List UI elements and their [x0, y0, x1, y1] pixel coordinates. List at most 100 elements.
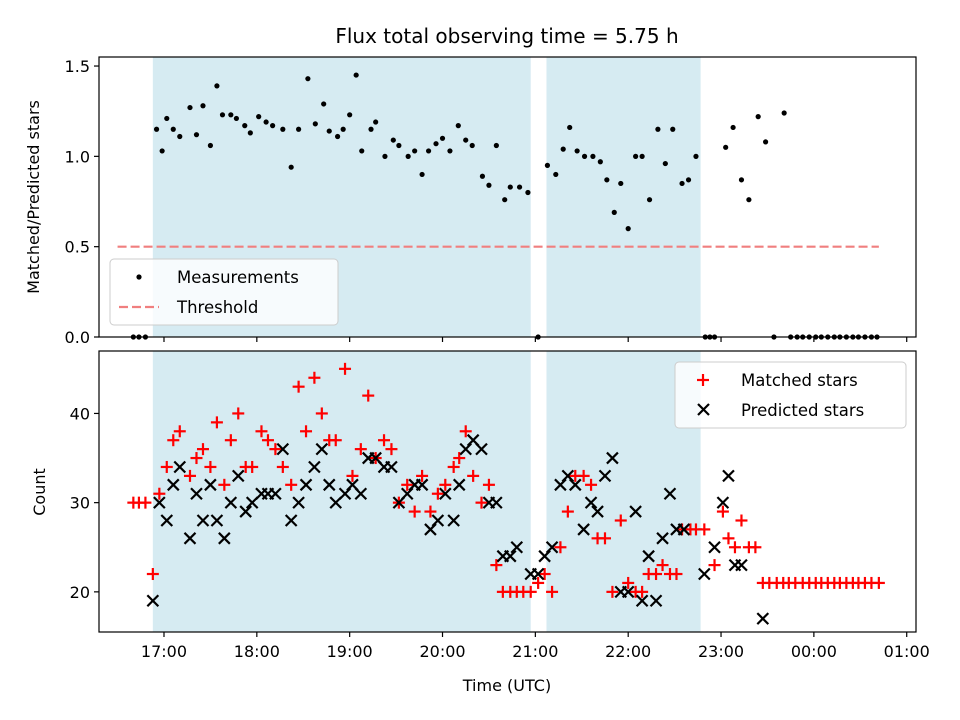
matched-point-22	[285, 478, 298, 491]
matched-point-81	[722, 532, 735, 545]
top-y-ticks: 0.0 0.5 1.0 1.5	[65, 57, 99, 347]
legend-threshold-label: Threshold	[176, 298, 258, 317]
predicted-point-24	[322, 478, 336, 492]
legend-predicted-label: Predicted stars	[741, 401, 864, 420]
predicted-point-75	[722, 469, 735, 483]
measurement-point-29	[340, 126, 346, 132]
legend-predicted-marker	[697, 403, 710, 416]
bottom-y-ticks: 20 30 40	[70, 404, 99, 602]
top-panel: 0.0 0.5 1.0 1.5 Matched/Predicted stars Mea…	[24, 56, 917, 347]
matched-point-42	[439, 478, 452, 491]
measurement-point-60	[574, 148, 580, 154]
measurement-point-52	[507, 184, 513, 190]
matched-point-9	[190, 452, 203, 465]
predicted-point-1	[153, 496, 166, 509]
predicted-point-10	[218, 532, 231, 545]
predicted-point-77	[735, 558, 748, 572]
matched-point-83	[735, 514, 748, 527]
matched-point-47	[475, 496, 488, 509]
predicted-point-28	[354, 487, 368, 501]
matched-point-104	[872, 576, 885, 589]
matched-point-78	[698, 523, 711, 536]
measurement-point-36	[390, 137, 396, 143]
bottom-ytick-label-2: 40	[70, 404, 90, 423]
top-legend: Measurements Threshold	[109, 258, 339, 326]
matched-point-48	[482, 478, 495, 491]
measurement-point-34	[373, 119, 379, 125]
matched-point-28	[329, 434, 342, 447]
measurement-point-76	[693, 153, 699, 159]
matched-point-18	[255, 425, 268, 438]
matched-point-4	[153, 487, 166, 500]
predicted-point-49	[510, 540, 524, 554]
bottom-xtick-label-4: 21:00	[512, 642, 558, 661]
predicted-point-36	[415, 478, 429, 492]
measurement-point-56	[544, 162, 551, 168]
predicted-point-0	[146, 594, 160, 608]
matched-point-85	[749, 541, 762, 554]
matched-point-45	[459, 425, 472, 438]
bottom-ytick-label-1: 30	[70, 494, 90, 513]
matched-point-37	[401, 478, 414, 491]
measurement-point-43	[439, 135, 446, 141]
measurement-point-17	[247, 130, 253, 136]
predicted-point-8	[204, 478, 217, 492]
matched-point-39	[416, 469, 429, 482]
predicted-point-78	[756, 612, 770, 625]
matched-point-32	[362, 389, 375, 402]
top-legend-box	[109, 258, 339, 326]
measurement-point-9	[193, 132, 200, 138]
matched-point-29	[339, 362, 352, 375]
legend-matched-label: Matched stars	[741, 371, 858, 390]
measurement-point-25	[312, 121, 318, 127]
predicted-point-6	[190, 487, 203, 501]
matched-point-13	[218, 478, 231, 491]
predicted-point-59	[591, 505, 604, 518]
matched-stars-points	[127, 362, 885, 598]
bottom-xtick-label-7: 00:00	[791, 642, 837, 661]
measurement-point-35	[382, 153, 388, 159]
matched-point-24	[300, 425, 313, 438]
matched-point-31	[354, 443, 367, 456]
measurement-point-73	[670, 126, 676, 132]
measurements-points	[130, 72, 880, 340]
measurement-point-57	[553, 171, 559, 178]
matched-point-5	[160, 460, 173, 473]
matched-point-54	[524, 585, 537, 598]
predicted-point-66	[642, 549, 655, 563]
predicted-stars-points	[146, 433, 770, 625]
matched-point-20	[269, 443, 282, 456]
measurement-point-39	[412, 148, 418, 154]
bottom-plot-frame	[98, 350, 917, 633]
predicted-point-72	[698, 567, 711, 581]
measurement-point-82	[738, 177, 745, 183]
predicted-point-2	[160, 514, 174, 527]
predicted-point-46	[490, 496, 503, 509]
bottom-xtick-label-5: 22:00	[605, 642, 651, 661]
measurement-point-11	[207, 142, 214, 149]
matched-point-74	[670, 568, 683, 581]
predicted-point-5	[183, 532, 197, 545]
measurement-point-64	[604, 177, 610, 183]
legend-matched-marker	[697, 374, 709, 386]
matched-point-59	[561, 505, 574, 518]
measurement-point-42	[433, 141, 439, 147]
matched-point-58	[554, 541, 567, 554]
predicted-point-44	[475, 442, 488, 456]
measurement-point-74	[679, 180, 685, 187]
predicted-point-18	[276, 442, 290, 456]
matched-point-3	[146, 568, 159, 581]
measurement-point-14	[228, 112, 234, 118]
measurement-point-15	[233, 115, 240, 122]
matched-point-12	[210, 416, 223, 429]
bottom-panel: 20 30 40 17:00 18:00 19:00 20:00 21:00 22:00 23:…	[30, 350, 930, 695]
matched-point-17	[246, 460, 259, 473]
measurement-point-68	[633, 153, 639, 159]
predicted-point-38	[431, 514, 445, 527]
measurement-point-38	[405, 153, 411, 159]
measurement-point-40	[419, 171, 425, 178]
measurement-point-71	[655, 126, 661, 132]
predicted-point-7	[196, 514, 210, 527]
matched-point-30	[346, 469, 359, 482]
